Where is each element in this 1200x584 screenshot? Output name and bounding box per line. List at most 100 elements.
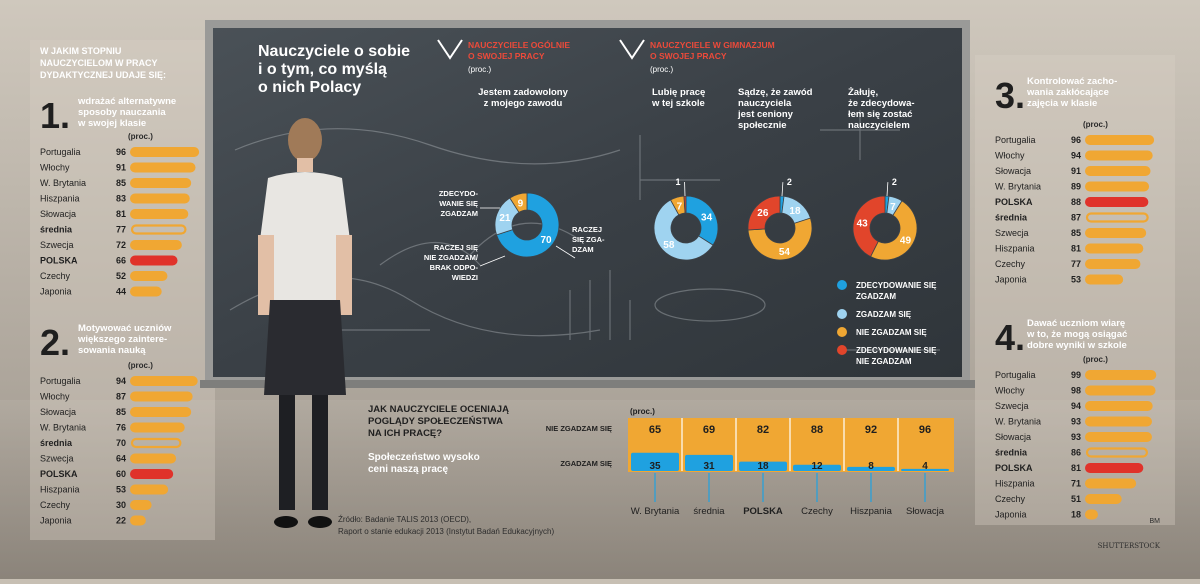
value-label: 94	[116, 376, 126, 386]
slice-value-label: 70	[540, 235, 552, 246]
section-title: NAUCZYCIELE W GIMNAZJUM	[650, 40, 775, 50]
value-label: 86	[1071, 448, 1081, 458]
agree-value: 12	[811, 461, 823, 472]
source-line: Źródło: Badanie TALIS 2013 (OECD),	[338, 515, 471, 524]
title-line: o nich Polacy	[258, 79, 361, 96]
value-label: 81	[116, 209, 126, 219]
donut-title-line: Lubię pracę	[652, 87, 705, 98]
callout-label: SIĘ ZGA-	[572, 235, 605, 244]
country-label: POLSKA	[995, 197, 1033, 207]
value-label: 93	[1071, 417, 1081, 427]
bar-mark	[1085, 244, 1143, 254]
donut-title-line: Jestem zadowolony	[478, 87, 568, 98]
value-label: 88	[1071, 197, 1081, 207]
donut-title-line: łem się zostać	[848, 109, 912, 120]
bar-mark	[1085, 479, 1136, 489]
value-label: 22	[116, 516, 126, 526]
bar-mark	[1085, 166, 1151, 176]
country-label: Włochy	[40, 163, 70, 173]
value-label: 77	[1071, 259, 1081, 269]
country-label: Słowacja	[995, 166, 1031, 176]
country-label: Szwecja	[995, 401, 1029, 411]
country-label: W. Brytania	[40, 423, 86, 433]
country-label: Hiszpania	[995, 244, 1035, 254]
panel-title-line: zajęcia w klasie	[1027, 98, 1097, 109]
donut-title-line: jest ceniony	[737, 109, 794, 120]
panel-title-line: sposoby nauczania	[78, 107, 166, 118]
callout-label: RACZEJ SIĘ	[434, 243, 478, 252]
slice-value-label: 2	[892, 177, 897, 187]
bar-mark	[130, 163, 196, 173]
value-label: 64	[116, 454, 126, 464]
country-axis-label: W. Brytania	[631, 506, 680, 517]
country-axis-label: POLSKA	[743, 506, 783, 517]
bar-mark	[1085, 494, 1122, 504]
title-line: i o tym, co myślą	[258, 61, 387, 78]
legend-label: ZDECYDOWANIE SIĘ	[856, 281, 937, 290]
callout-label: ZDECYDO-	[439, 189, 479, 198]
credit: SHUTTERSTOCK	[1098, 542, 1161, 550]
section-title: O SWOJEJ PRACY	[468, 51, 545, 61]
panel-title-line: w swojej klasie	[77, 118, 146, 129]
row-label-agree: ZGADZAM SIĘ	[560, 459, 612, 468]
bar-mark	[1085, 432, 1152, 442]
country-label: Szwecja	[40, 454, 74, 464]
value-label: 87	[116, 392, 126, 402]
donut-title-line: nauczyciela	[738, 98, 792, 109]
country-label: Hiszpania	[995, 479, 1035, 489]
section-title: NAUCZYCIELE OGÓLNIE	[468, 39, 570, 50]
slice-value-label: 26	[757, 208, 769, 219]
donut-title-line: że zdecydowa-	[848, 98, 915, 109]
author-initials: BM	[1150, 518, 1161, 525]
source-line: Raport o stanie edukacji 2013 (Instytut …	[338, 527, 554, 536]
legend-label: ZGADZAM SIĘ	[856, 310, 912, 319]
legend-swatch	[837, 309, 847, 319]
neck	[297, 158, 313, 172]
row-label-disagree: NIE ZGADZAM SIĘ	[546, 424, 612, 433]
country-label: Czechy	[40, 271, 71, 281]
country-label: Portugalia	[40, 376, 81, 386]
bar-mark	[130, 454, 176, 464]
country-label: Słowacja	[40, 407, 76, 417]
bar-mark	[1085, 370, 1156, 380]
agree-value: 4	[922, 461, 928, 472]
panel-proc: (proc.)	[1083, 120, 1108, 129]
bar-mark	[1085, 401, 1153, 411]
donut-title-line: z mojego zawodu	[484, 98, 563, 109]
slice-value-label: 58	[663, 240, 675, 251]
bar-mark	[130, 256, 178, 266]
country-axis-label: Czechy	[801, 506, 833, 517]
country-label: Szwecja	[40, 240, 74, 250]
value-label: 52	[116, 271, 126, 281]
value-label: 89	[1071, 182, 1081, 192]
country-label: Włochy	[995, 386, 1025, 396]
left-leg	[279, 395, 295, 510]
value-label: 96	[1071, 135, 1081, 145]
agree-value: 31	[703, 461, 715, 472]
legend-swatch	[837, 280, 847, 290]
country-label: Słowacja	[995, 432, 1031, 442]
value-label: 53	[1071, 275, 1081, 285]
hair	[288, 118, 322, 162]
society-subtitle-line: Społeczeństwo wysoko	[368, 452, 480, 463]
panel-number: 3.	[995, 75, 1025, 116]
bar-mark	[130, 407, 191, 417]
value-label: 94	[1071, 151, 1081, 161]
right-leg	[312, 395, 328, 510]
section-proc: (proc.)	[650, 65, 673, 74]
value-label: 87	[1071, 213, 1081, 223]
bar-mark	[1085, 275, 1123, 285]
legend-label: NIE ZGADZAM	[856, 357, 912, 366]
value-label: 44	[116, 287, 126, 297]
bar-mark	[1085, 228, 1146, 238]
panel-proc: (proc.)	[128, 361, 153, 370]
header-question-line: W JAKIM STOPNIU	[40, 46, 121, 56]
panel-title-line: Motywować uczniów	[78, 323, 172, 334]
panel-proc: (proc.)	[1083, 355, 1108, 364]
value-label: 72	[116, 240, 126, 250]
agree-value: 8	[868, 461, 874, 472]
donut-title-line: Żałuję,	[848, 87, 878, 98]
country-label: W. Brytania	[995, 182, 1041, 192]
